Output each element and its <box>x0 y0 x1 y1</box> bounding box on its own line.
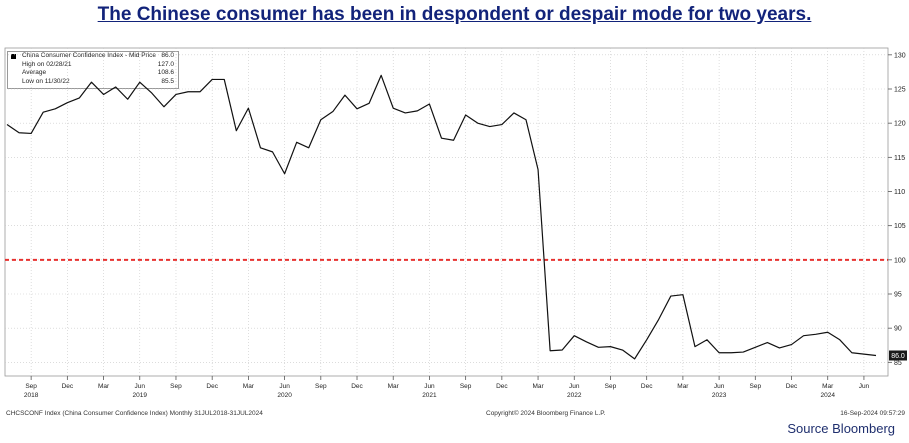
legend-high-row: High on 02/28/21 127.0 <box>8 61 178 70</box>
legend-series-swatch <box>11 54 16 59</box>
y-tick-label: 120 <box>894 121 906 128</box>
x-tick-label: Mar <box>822 383 834 390</box>
y-tick-label: 125 <box>894 87 906 94</box>
x-tick-label: Jun <box>424 383 435 390</box>
x-tick-label: Mar <box>243 383 255 390</box>
x-tick-label: Dec <box>786 383 798 390</box>
x-tick-label: Dec <box>206 383 218 390</box>
x-year-label: 2024 <box>820 392 835 399</box>
y-tick-label: 100 <box>894 257 906 264</box>
x-tick-label: Sep <box>170 383 182 390</box>
x-tick-label: Dec <box>641 383 653 390</box>
plot-frame <box>4 47 889 377</box>
legend-high-value: 127.0 <box>157 60 174 68</box>
x-tick-label: Sep <box>750 383 762 390</box>
x-year-label: 2019 <box>133 392 148 399</box>
y-tick-label: 115 <box>894 155 905 162</box>
x-tick-label: Dec <box>496 383 508 390</box>
x-tick-label: Mar <box>98 383 110 390</box>
x-year-label: 2018 <box>24 392 39 399</box>
footer-index-info: CHCSCONF Index (China Consumer Confidenc… <box>6 410 263 417</box>
x-year-label: 2020 <box>277 392 292 399</box>
legend-average-row: Average 108.6 <box>8 69 178 78</box>
x-tick-label: Jun <box>279 383 290 390</box>
y-tick-label: 110 <box>894 189 905 196</box>
y-tick-label: 105 <box>894 223 906 230</box>
legend-low-label: Low on 11/30/22 <box>22 77 70 85</box>
legend-low-row: Low on 11/30/22 85.5 <box>8 78 178 87</box>
legend-high-label: High on 02/28/21 <box>22 60 72 68</box>
x-tick-label: Sep <box>25 383 37 390</box>
y-tick-label: 85 <box>894 360 902 367</box>
legend-series-value: 86.0 <box>161 52 174 59</box>
x-tick-label: Jun <box>135 383 146 390</box>
x-tick-label: Jun <box>859 383 870 390</box>
y-tick-label: 130 <box>894 52 906 59</box>
legend-average-value: 108.6 <box>157 69 174 76</box>
series-line-consumer-confidence <box>6 74 877 360</box>
x-tick-label: Jun <box>714 383 725 390</box>
x-tick-label: Dec <box>351 383 363 390</box>
last-value-box <box>889 350 907 361</box>
chart-title: The Chinese consumer has been in despond… <box>97 4 812 25</box>
footer-copyright: Copyright© 2024 Bloomberg Finance L.P. <box>486 410 606 417</box>
y-tick-label: 95 <box>894 292 902 299</box>
legend-series-name: China Consumer Confidence Index - Mid Pr… <box>22 52 157 59</box>
legend-series-row: China Consumer Confidence Index - Mid Pr… <box>8 52 178 61</box>
x-tick-label: Jun <box>569 383 580 390</box>
chart-legend: China Consumer Confidence Index - Mid Pr… <box>7 51 179 89</box>
x-year-label: 2021 <box>422 392 437 399</box>
x-year-label: 2022 <box>567 392 582 399</box>
footer-timestamp: 16-Sep-2024 09:57:29 <box>840 410 905 417</box>
x-year-label: 2023 <box>712 392 727 399</box>
legend-low-value: 85.5 <box>161 77 174 85</box>
legend-average-label: Average <box>22 69 47 76</box>
x-tick-label: Mar <box>532 383 544 390</box>
x-tick-label: Sep <box>605 383 617 390</box>
y-tick-label: 90 <box>894 326 902 333</box>
x-tick-label: Mar <box>388 383 400 390</box>
last-value-label: 86.0 <box>891 353 905 360</box>
x-tick-label: Sep <box>315 383 327 390</box>
source-note: Source Bloomberg <box>787 421 895 436</box>
x-tick-label: Sep <box>460 383 472 390</box>
x-tick-label: Mar <box>677 383 689 390</box>
x-tick-label: Dec <box>62 383 74 390</box>
